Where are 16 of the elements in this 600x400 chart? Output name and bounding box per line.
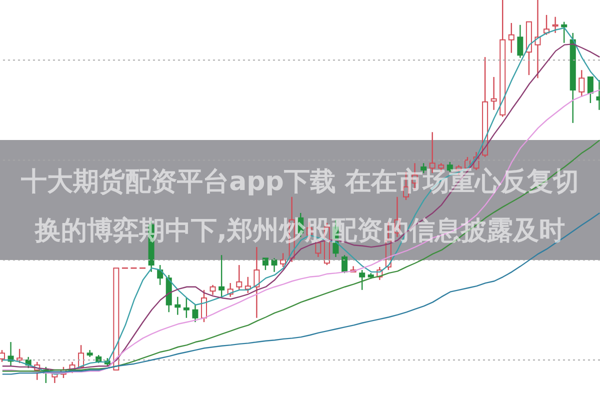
candlestick [271, 258, 278, 273]
candlestick [534, 0, 541, 79]
candlestick [376, 266, 383, 281]
candlestick [113, 268, 120, 370]
candlestick [174, 296, 181, 316]
candlestick [227, 282, 234, 298]
candlestick [517, 24, 524, 58]
candlestick [350, 266, 356, 272]
candlestick [254, 246, 260, 318]
candlestick [490, 76, 497, 111]
candlestick [587, 76, 594, 104]
candlestick [86, 349, 93, 358]
candlestick [508, 22, 514, 54]
candlestick [210, 284, 216, 296]
candlestick [552, 16, 558, 34]
candlestick [526, 21, 532, 76]
